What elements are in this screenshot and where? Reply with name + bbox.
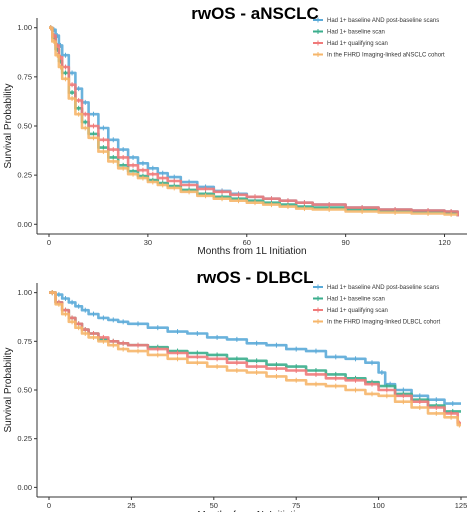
x-tick-label: 0 — [47, 238, 51, 247]
x-tick-label: 50 — [210, 501, 218, 510]
series-line-2 — [49, 291, 461, 413]
y-tick-label: 1.00 — [17, 288, 32, 297]
y-tick-label: 0.25 — [17, 434, 32, 443]
x-tick-label: 60 — [243, 238, 251, 247]
y-tick-label: 0.50 — [17, 122, 32, 131]
x-tick-label: 75 — [292, 501, 300, 510]
y-tick-label: 0.75 — [17, 337, 32, 346]
legend-label: Had 1+ qualifying scan — [327, 41, 388, 47]
chart-title: rwOS - aNSCLC — [191, 4, 319, 23]
y-tick-label: 0.50 — [17, 386, 32, 395]
x-tick-label: 30 — [144, 238, 152, 247]
y-tick-label: 0.25 — [17, 171, 32, 180]
y-tick-label: 0.00 — [17, 220, 32, 229]
chart-panel-ansclc: 0.00 0.25 0.50 0.75 1.00 0 30 60 90 120 rwOS - aNS… — [3, 4, 467, 257]
x-tick-label: 125 — [455, 501, 468, 510]
x-tick-label: 90 — [341, 238, 349, 247]
y-tick-label: 1.00 — [17, 23, 32, 32]
y-axis-label: Survival Probability — [3, 83, 14, 168]
legend-label: In the FHRD Imaging-linked DLBCL cohort — [327, 320, 440, 326]
series-line-4 — [49, 291, 461, 427]
legend-label: Had 1+ qualifying scan — [327, 308, 388, 314]
x-axis-label: Months from 1L Initiation — [197, 510, 306, 512]
x-tick-label: 25 — [127, 501, 135, 510]
y-tick-label: 0.00 — [17, 483, 32, 492]
x-tick-label: 100 — [372, 501, 385, 510]
series-line-1 — [49, 291, 461, 405]
series-line-4 — [49, 26, 458, 216]
legend-label: Had 1+ baseline scan — [327, 30, 385, 36]
chart-title: rwOS - DLBCL — [196, 268, 313, 287]
y-tick-label: 0.75 — [17, 72, 32, 81]
y-axis-label: Survival Probability — [3, 347, 14, 432]
x-tick-label: 120 — [438, 238, 451, 247]
series-line-3 — [49, 291, 461, 425]
x-tick-label: 0 — [47, 501, 51, 510]
x-axis-label: Months from 1L Initiation — [197, 246, 306, 257]
chart-panel-dlbcl: 0.00 0.25 0.50 0.75 1.00 0 25 50 75 100 125 rwOS - … — [3, 268, 467, 512]
legend-label: In the FHRD Imaging-linked aNSCLC cohort — [327, 53, 445, 59]
legend-label: Had 1+ baseline AND post-baseline scans — [327, 285, 439, 291]
legend-label: Had 1+ baseline scan — [327, 297, 385, 303]
legend-label: Had 1+ baseline AND post-baseline scans — [327, 18, 439, 24]
